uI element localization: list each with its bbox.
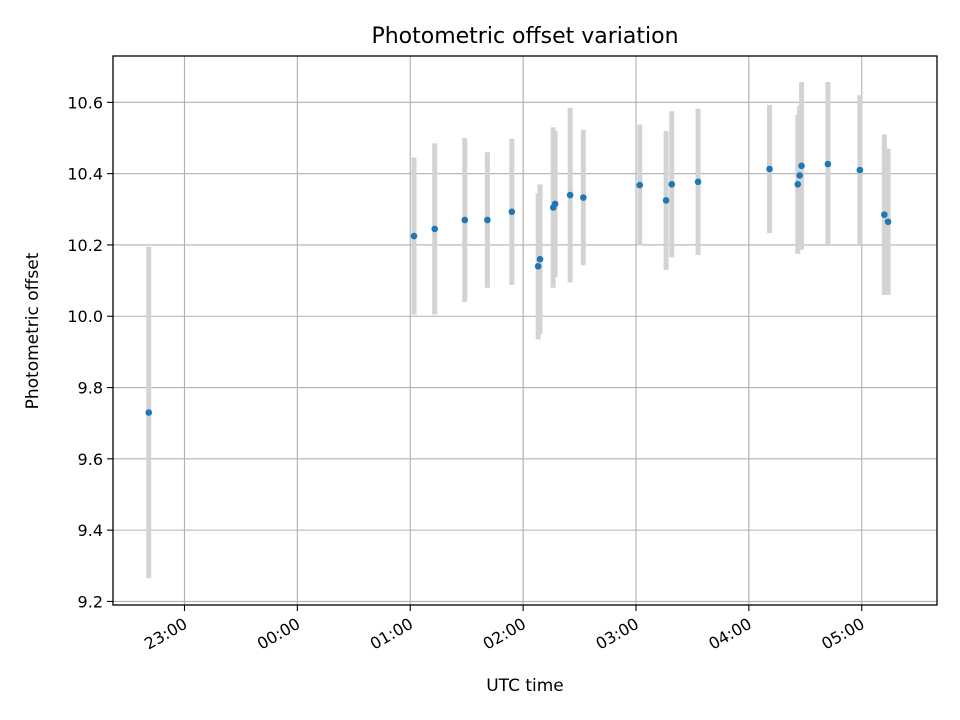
data-point — [694, 178, 702, 186]
y-tick-label: 9.8 — [78, 379, 103, 398]
y-tick-label: 9.2 — [78, 592, 103, 611]
data-point — [856, 166, 864, 174]
data-point — [484, 216, 491, 224]
y-tick-label: 10.4 — [67, 165, 103, 184]
data-point — [534, 263, 542, 270]
x-axis-label: UTC time — [486, 676, 564, 696]
data-point — [145, 409, 153, 416]
chart-title: Photometric offset variation — [371, 24, 678, 49]
data-point — [566, 191, 574, 199]
data-points — [145, 160, 892, 416]
data-point — [508, 208, 516, 216]
data-point — [662, 197, 670, 204]
data-point — [824, 160, 832, 168]
data-point — [536, 255, 544, 263]
y-tick-label: 10.2 — [67, 236, 103, 255]
data-point — [668, 181, 676, 188]
y-tick-label: 10.0 — [67, 307, 103, 326]
data-point — [884, 218, 892, 226]
data-point — [580, 194, 587, 201]
data-point — [410, 232, 418, 240]
y-axis-ticks: 9.2 9.4 9.6 9.8 10.0 10.2 10.4 10.6 — [67, 93, 113, 611]
data-point — [461, 216, 469, 224]
data-point — [881, 211, 888, 218]
plot-frame — [112, 55, 938, 606]
data-point — [431, 225, 438, 233]
y-tick-label: 9.6 — [78, 450, 103, 469]
data-point — [796, 172, 803, 179]
data-point — [636, 181, 644, 189]
data-point — [766, 165, 773, 173]
data-point — [794, 181, 802, 188]
data-point — [798, 162, 805, 170]
y-tick-label: 10.6 — [67, 93, 103, 112]
data-point — [551, 200, 559, 208]
y-axis-label: Photometric offset — [23, 252, 43, 409]
y-tick-label: 9.4 — [78, 521, 103, 540]
